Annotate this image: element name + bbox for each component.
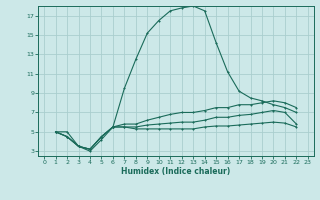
X-axis label: Humidex (Indice chaleur): Humidex (Indice chaleur): [121, 167, 231, 176]
